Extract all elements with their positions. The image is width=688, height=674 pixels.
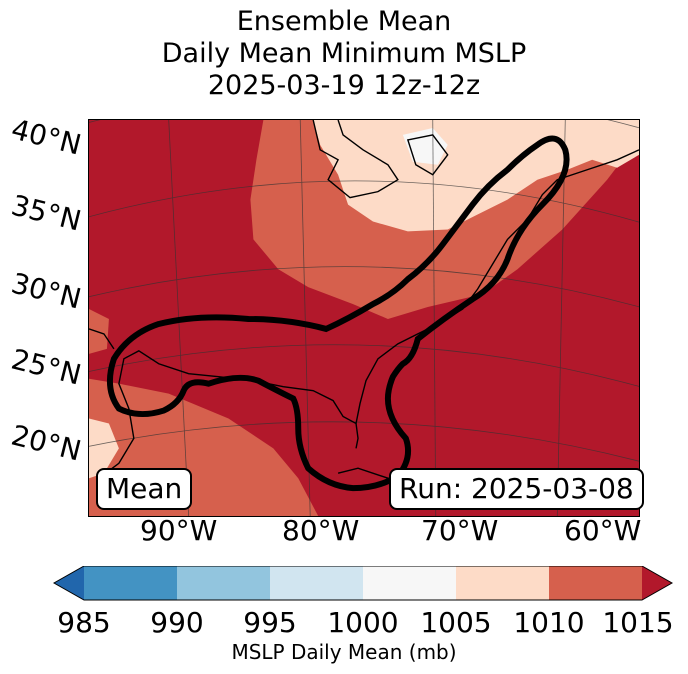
title-line-2: Daily Mean Minimum MSLP <box>161 38 527 69</box>
lat-label-40: 40°N <box>8 112 85 162</box>
colorbar-label: MSLP Daily Mean (mb) <box>231 640 457 664</box>
colorbar <box>52 566 674 601</box>
field-1005-1010 <box>313 120 639 232</box>
lon-label-90w: 90°W <box>140 514 218 547</box>
title-line-3: 2025-03-19 12z-12z <box>207 70 481 101</box>
lat-label-20: 20°N <box>8 418 85 468</box>
lat-label-30: 30°N <box>8 266 85 316</box>
title-line-1: Ensemble Mean <box>236 6 452 37</box>
colorbar-tick-995: 995 <box>243 606 297 639</box>
field-1005-1010-southwest <box>89 418 119 479</box>
colorbar-tick-1010: 1010 <box>513 606 585 639</box>
colorbar-tick-1000: 1000 <box>327 606 399 639</box>
lon-label-60w: 60°W <box>564 514 642 547</box>
colorbar-over <box>642 566 672 600</box>
colorbar-under <box>54 566 84 600</box>
colorbar-bin-990-995 <box>177 566 270 600</box>
colorbar-tick-990: 990 <box>150 606 204 639</box>
mslp-map <box>88 119 640 517</box>
lon-label-70w: 70°W <box>421 514 499 547</box>
colorbar-bin-1005-1010 <box>456 566 549 600</box>
colorbar-bin-1010-1015 <box>549 566 642 600</box>
lon-label-80w: 80°W <box>282 514 360 547</box>
colorbar-tick-985: 985 <box>57 606 111 639</box>
colorbar-bin-995-1000 <box>270 566 363 600</box>
colorbar-tick-1015: 1015 <box>602 606 674 639</box>
graticule <box>89 120 639 516</box>
lat-label-35: 35°N <box>8 188 85 238</box>
legend-run-date: Run: 2025-03-08 <box>389 468 644 510</box>
colorbar-bin-985-990 <box>84 566 177 600</box>
field-1010-1015-west <box>89 309 109 354</box>
colorbar-tick-1005: 1005 <box>420 606 492 639</box>
lat-label-25: 25°N <box>8 342 85 392</box>
ensemble-contour <box>106 135 570 492</box>
field-1000-1005 <box>402 127 448 165</box>
colorbar-bin-1000-1005 <box>363 566 456 600</box>
legend-mean: Mean <box>96 468 193 510</box>
